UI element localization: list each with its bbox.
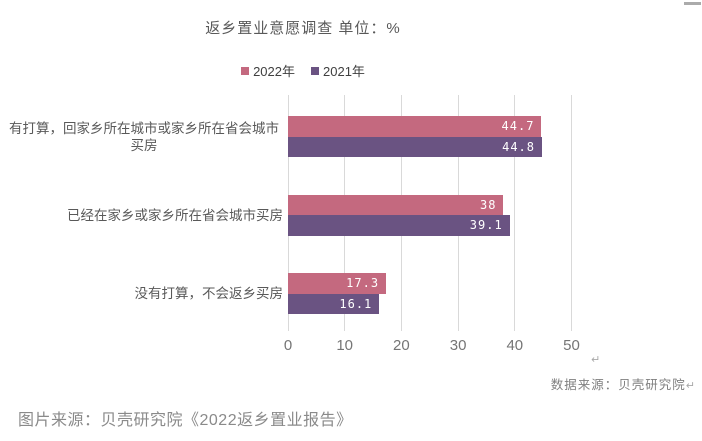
legend-item-2022年: 2022年 [241,61,295,80]
category-label: 有打算，回家乡所在城市或家乡所在省会城市买房 [9,120,279,153]
x-axis-tick-label: 0 [283,337,293,354]
bar-value-label: 44.8 [502,139,536,154]
bar-2022年-cat2: 38 [288,194,504,215]
x-axis-tick-label: 30 [449,337,467,354]
legend-label: 2021年 [323,64,365,79]
legend-label: 2022年 [253,64,295,79]
x-axis-tick-label: 20 [393,337,410,354]
x-axis-tick-label: 50 [563,337,580,354]
data-source-note: 数据来源：贝壳研究院↵ [551,374,696,393]
legend-swatch-icon [311,66,319,75]
chart-legend: 2022年 2021年 [148,61,458,80]
bar-value-label: 17.3 [346,276,380,291]
bar-2022年-cat1: 44.7 [288,116,542,137]
category-label: 已经在家乡或家乡所在省会城市买房 [67,207,283,223]
corner-dash-artifact [684,2,701,5]
image-source-caption: 图片来源：贝壳研究院《2022返乡置业报告》 [18,412,353,429]
category-label: 没有打算，不会返乡买房 [134,286,284,301]
gridline-x-40 [514,95,516,331]
legend-swatch-icon [241,66,250,75]
category-label-cell: 没有打算，不会返乡买房 [4,269,284,318]
bar-2022年-cat3: 17.3 [288,273,387,294]
bar-value-label: 44.7 [501,119,535,134]
bar-value-label: 39.1 [469,218,503,233]
x-axis-tick-label: 40 [506,337,524,354]
data-source-text: 数据来源：贝壳研究院 [550,378,686,392]
bar-2021年-cat2: 39.1 [288,215,510,236]
return-mark-icon: ↵ [685,380,696,392]
return-mark-icon: ↵ [591,354,601,366]
bar-2021年-cat1: 44.8 [288,136,543,157]
gridline-x-50 [571,95,572,331]
bar-value-label: 38 [480,197,497,212]
chart-title: 返乡置业意愿调查 单位：% [205,20,401,37]
category-label-cell: 有打算，回家乡所在城市或家乡所在省会城市买房 [4,112,283,161]
legend-item-2021年: 2021年 [311,61,365,80]
bar-2021年-cat3: 16.1 [288,293,380,314]
x-axis-tick-label: 10 [336,337,354,354]
category-label-cell: 已经在家乡或家乡所在省会城市买房 [4,191,283,240]
bar-value-label: 16.1 [339,296,373,311]
